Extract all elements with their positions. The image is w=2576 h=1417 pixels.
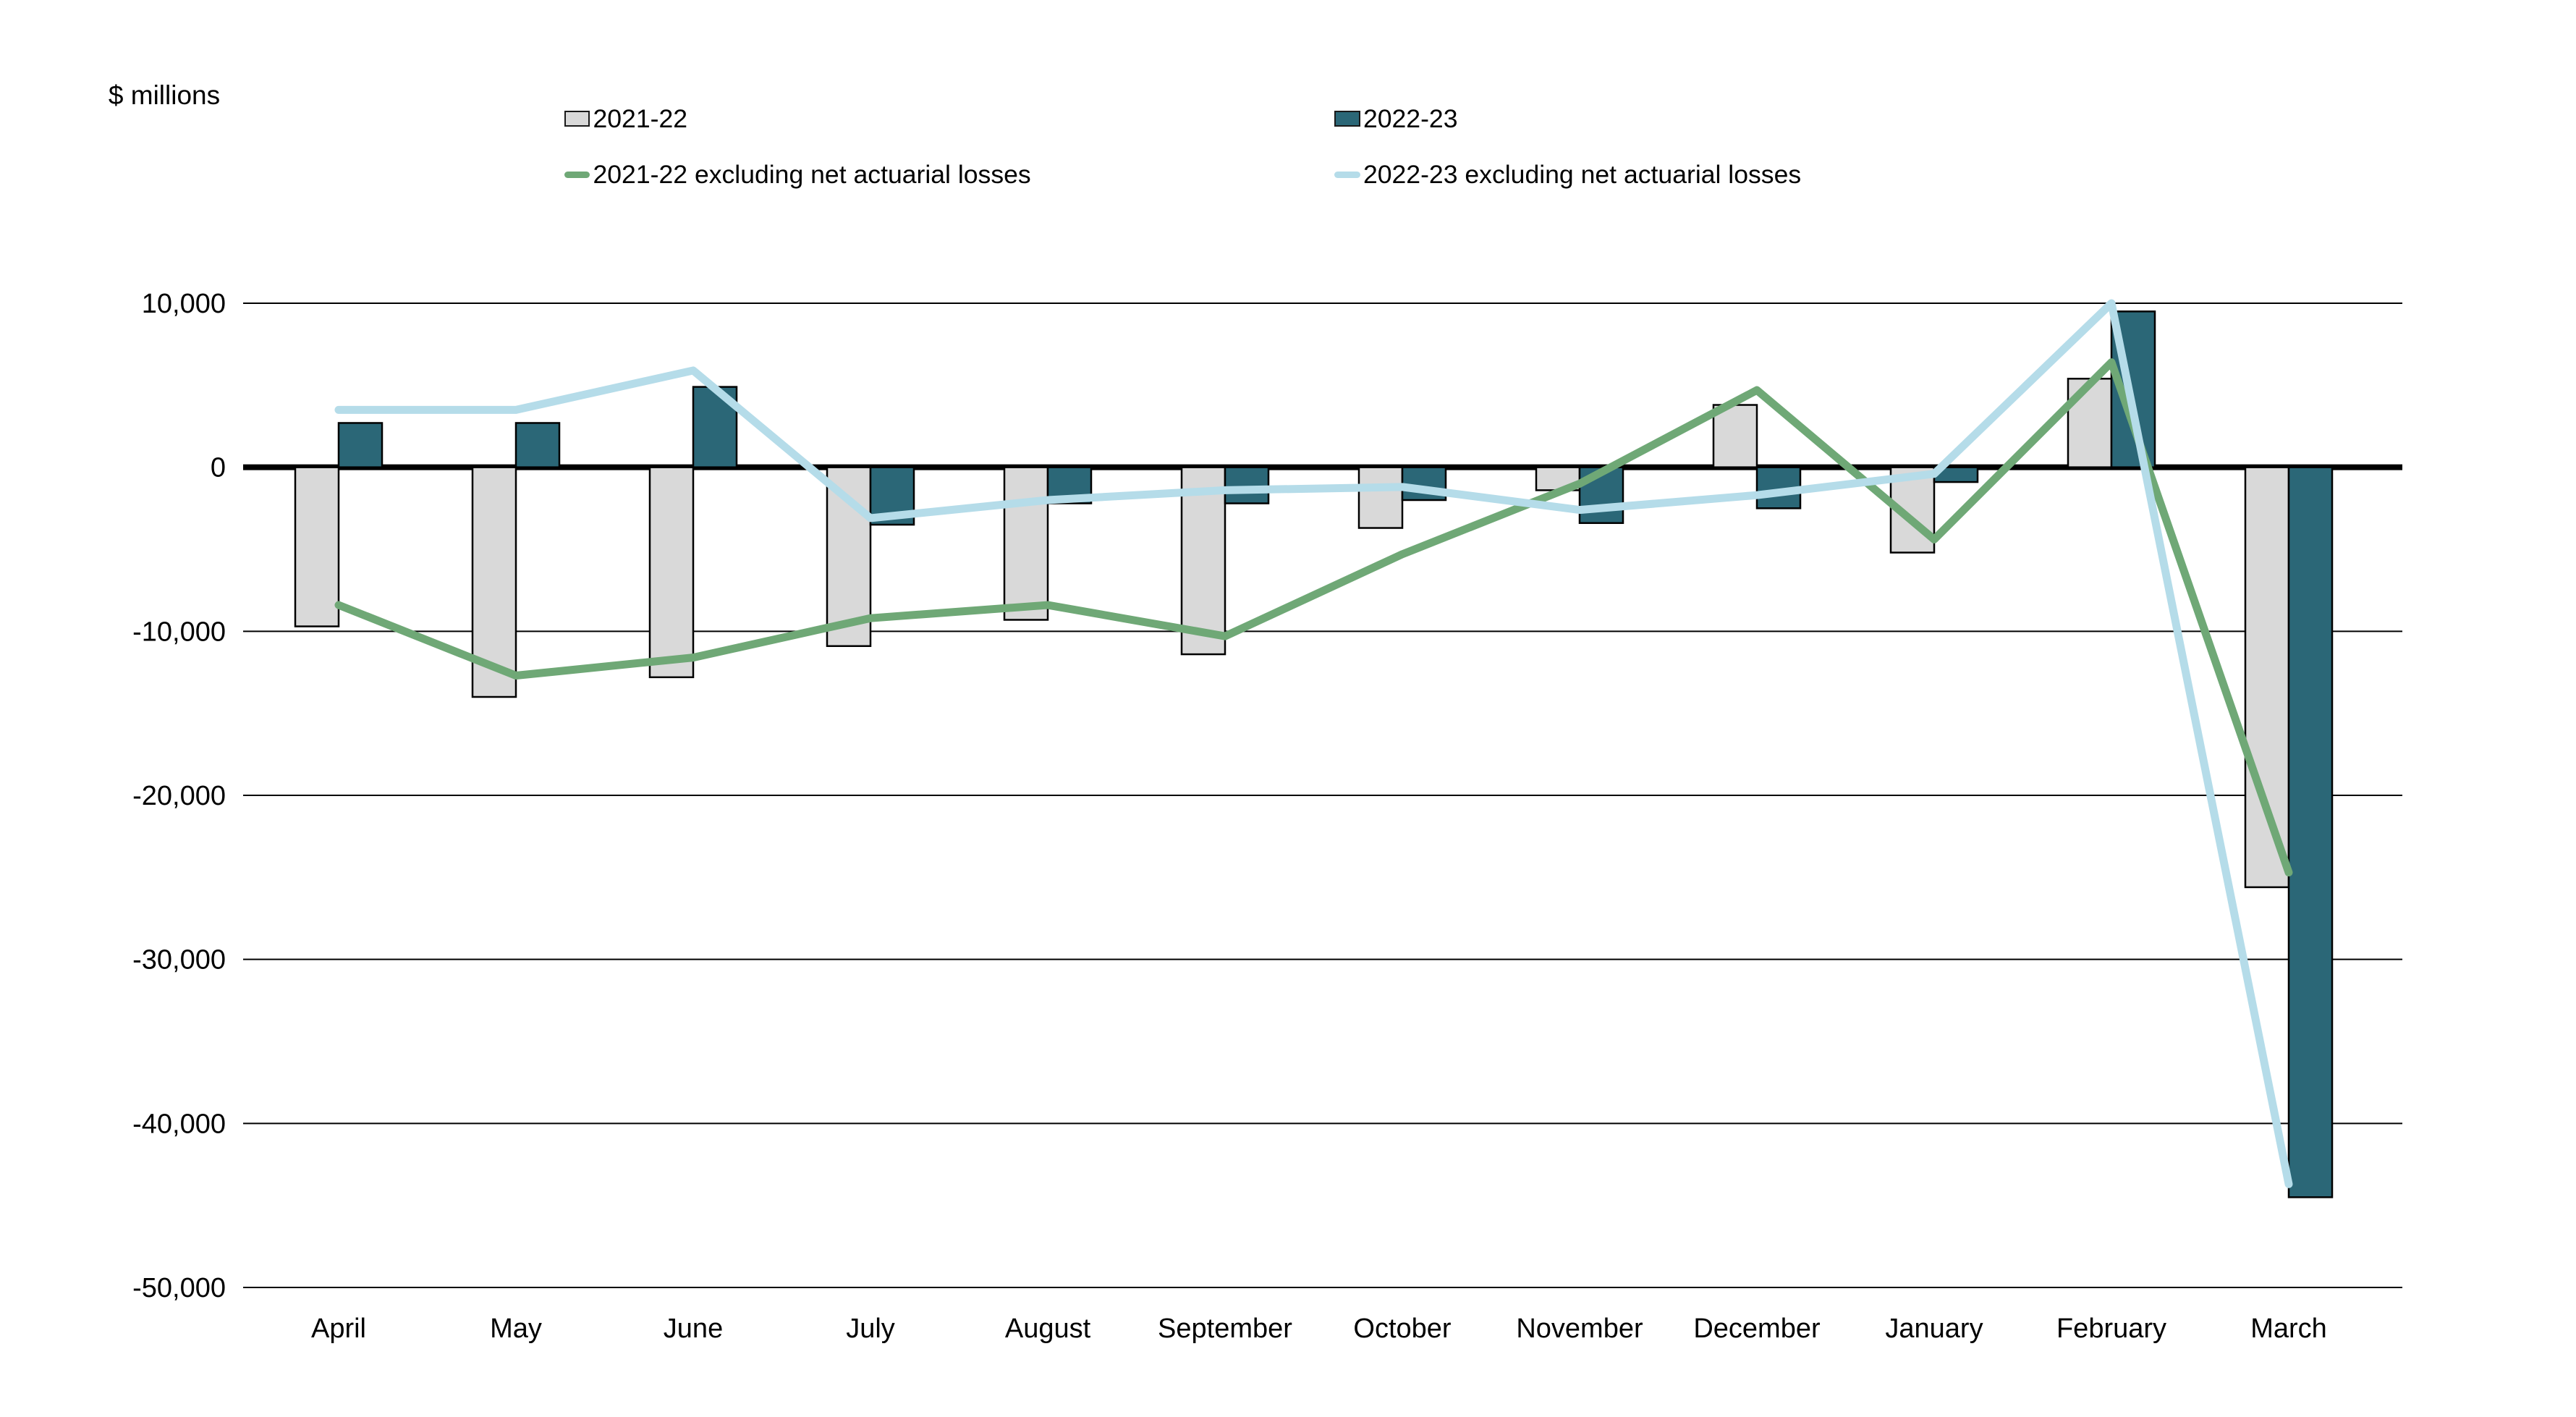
legend-item-2022-23-excluding: 2022-23 excluding net actuarial losses [1334,160,1801,190]
bar-2022-23-April [337,422,384,468]
legend-bar-swatch-2021-22-icon [564,111,590,127]
bar-2021-22-June [648,466,695,679]
bar-2021-22-February [2067,378,2113,468]
legend-label-2021-22: 2021-22 [593,103,688,133]
legend-label-2021-22-excluding: 2021-22 excluding net actuarial losses [593,160,1031,190]
line-2021-22-excluding-net-actuarial-losses [334,358,2293,877]
x-tick-label-April: April [311,1314,366,1344]
x-tick-label-September: September [1158,1314,1292,1344]
y-tick-label: -10,000 [132,617,226,647]
line-2022-23-excluding-net-actuarial-losses [334,299,2293,1188]
y-tick-label: 10,000 [142,289,226,319]
legend-item-2021-22-excluding: 2021-22 excluding net actuarial losses [564,160,1031,190]
x-tick-label-July: July [846,1314,895,1344]
x-tick-label-May: May [490,1314,542,1344]
x-tick-label-August: August [1005,1314,1091,1344]
y-tick-label: -40,000 [132,1109,226,1139]
legend-line-swatch-2021-22-excluding-icon [564,172,590,179]
legend-label-2022-23: 2022-23 [1363,103,1458,133]
y-tick-label: -30,000 [132,945,226,976]
y-tick-label: -50,000 [132,1273,226,1303]
bar-2021-22-December [1712,404,1758,468]
legend-line-swatch-2022-23-excluding-icon [1334,172,1360,179]
bar-2021-22-March [2244,466,2290,889]
x-tick-label-December: December [1693,1314,1821,1344]
bar-2021-22-October [1357,466,1404,529]
chart-title: $ millions [108,79,221,110]
legend-label-2022-23-excluding: 2022-23 excluding net actuarial losses [1363,160,1802,190]
x-tick-label-January: January [1885,1314,1983,1344]
y-tick-label: -20,000 [132,781,226,811]
bar-2022-23-May [514,422,561,468]
legend-item-2021-22: 2021-22 [564,104,687,134]
x-tick-label-March: March [2250,1314,2327,1344]
y-tick-label: 0 [211,453,226,483]
x-tick-label-November: November [1516,1314,1643,1344]
x-tick-label-February: February [2056,1314,2166,1344]
bar-2021-22-September [1180,466,1226,656]
bar-2022-23-September [1224,466,1270,504]
legend-item-2022-23: 2022-23 [1334,103,1458,134]
bar-2021-22-April [294,466,340,627]
legend-bar-swatch-2022-23-icon [1334,111,1360,127]
x-tick-label-June: June [664,1314,723,1344]
bar-2022-23-March [2287,466,2334,1198]
x-tick-label-October: October [1353,1314,1452,1344]
bar-2021-22-August [1003,466,1049,621]
